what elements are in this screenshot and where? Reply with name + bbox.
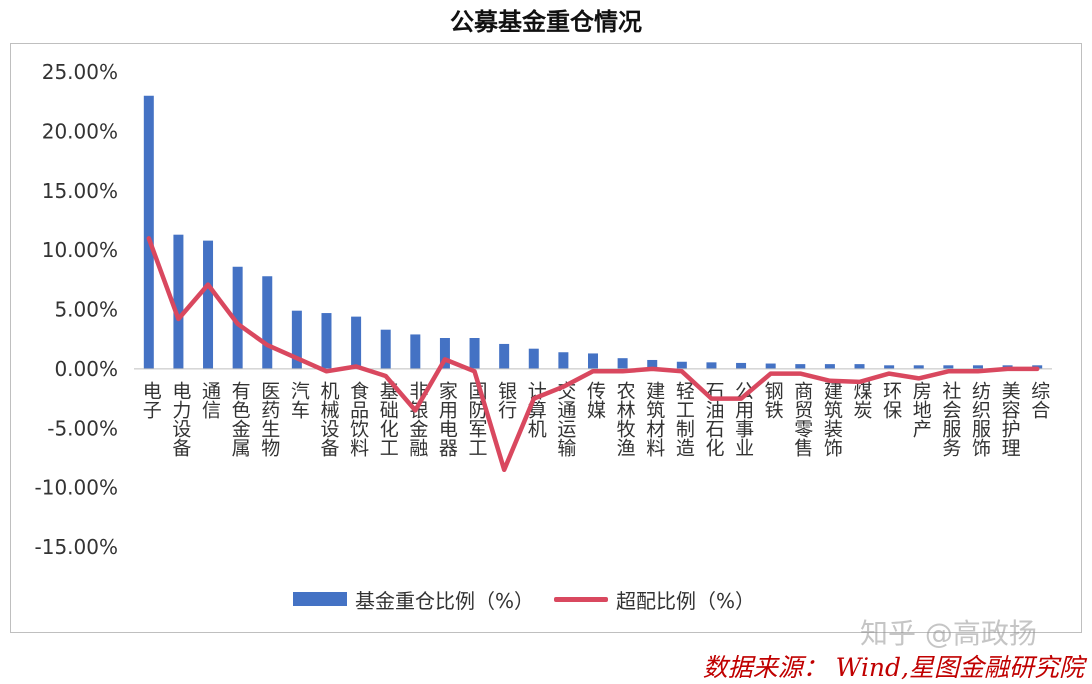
x-tick-label: 汽车	[288, 381, 310, 419]
x-tick-label: 美容护理	[999, 381, 1021, 457]
x-tick-label: 纺织服饰	[969, 381, 991, 457]
chart-legend: 基金重仓比例（%） 超配比例（%）	[293, 585, 775, 613]
bar	[588, 353, 598, 368]
x-tick-label: 交通运输	[554, 381, 576, 457]
bar	[529, 349, 539, 369]
bar	[203, 241, 213, 369]
legend-swatch-bar	[293, 592, 347, 606]
x-tick-label: 通信	[199, 381, 221, 419]
legend-item-line: 超配比例（%）	[554, 585, 755, 614]
x-tick-label: 国防军工	[466, 381, 488, 457]
x-tick-label: 电力设备	[169, 381, 191, 457]
x-tick-label: 轻工制造	[673, 381, 695, 457]
x-tick-label: 基础化工	[377, 381, 399, 457]
bar	[410, 334, 420, 368]
legend-label-bar: 基金重仓比例（%）	[355, 585, 534, 614]
x-tick-label: 食品饮料	[347, 381, 369, 457]
x-tick-label: 电子	[140, 381, 162, 419]
x-tick-label: 钢铁	[762, 381, 784, 419]
bar	[558, 352, 568, 369]
y-tick-label: -10.00%	[35, 476, 118, 500]
x-tick-label: 医药生物	[258, 381, 280, 457]
y-tick-label: 10.00%	[42, 238, 118, 262]
bar	[706, 362, 716, 369]
bar	[973, 365, 983, 369]
legend-label-line: 超配比例（%）	[616, 585, 755, 614]
y-tick-label: 15.00%	[42, 179, 118, 203]
x-tick-label: 建筑材料	[643, 381, 665, 457]
legend-swatch-line	[554, 597, 608, 602]
bar	[825, 364, 835, 369]
y-tick-label: -15.00%	[35, 535, 118, 559]
bar	[855, 364, 865, 369]
x-tick-label: 传媒	[584, 381, 606, 419]
bar	[381, 330, 391, 369]
bar	[766, 364, 776, 369]
x-tick-label: 有色金属	[229, 381, 251, 458]
y-tick-label: 20.00%	[42, 119, 118, 143]
x-tick-label: 银行	[495, 381, 517, 419]
x-tick-label: 商贸零售	[791, 381, 813, 457]
bar	[470, 338, 480, 369]
source-note: 数据来源： Wind,星图金融研究院	[703, 648, 1084, 684]
bar	[144, 96, 154, 369]
bar	[884, 365, 894, 369]
bar	[736, 363, 746, 369]
bar	[914, 365, 924, 369]
x-tick-label: 房地产	[910, 381, 932, 438]
bar	[499, 344, 509, 369]
y-tick-label: 25.00%	[42, 60, 118, 84]
bar	[173, 235, 183, 369]
x-tick-label: 煤炭	[851, 381, 873, 419]
bar	[677, 362, 687, 369]
x-tick-label: 家用电器	[436, 381, 458, 457]
y-tick-label: -5.00%	[47, 416, 118, 440]
x-tick-label: 社会服务	[939, 381, 961, 457]
watermark-text: 知乎 @高政扬	[860, 612, 1037, 652]
x-tick-label: 机械设备	[317, 381, 339, 457]
bar	[321, 313, 331, 369]
x-tick-label: 环保	[880, 381, 902, 419]
bar	[262, 276, 272, 369]
bar	[618, 358, 628, 369]
legend-item-bar: 基金重仓比例（%）	[293, 585, 534, 614]
x-tick-label: 综合	[1028, 381, 1050, 419]
y-tick-label: 0.00%	[54, 357, 118, 381]
x-tick-label: 农林牧渔	[614, 381, 636, 457]
bar	[795, 364, 805, 369]
x-tick-label: 建筑装饰	[821, 381, 843, 457]
bar	[943, 365, 953, 369]
bar	[351, 317, 361, 369]
y-tick-label: 5.00%	[54, 298, 118, 322]
